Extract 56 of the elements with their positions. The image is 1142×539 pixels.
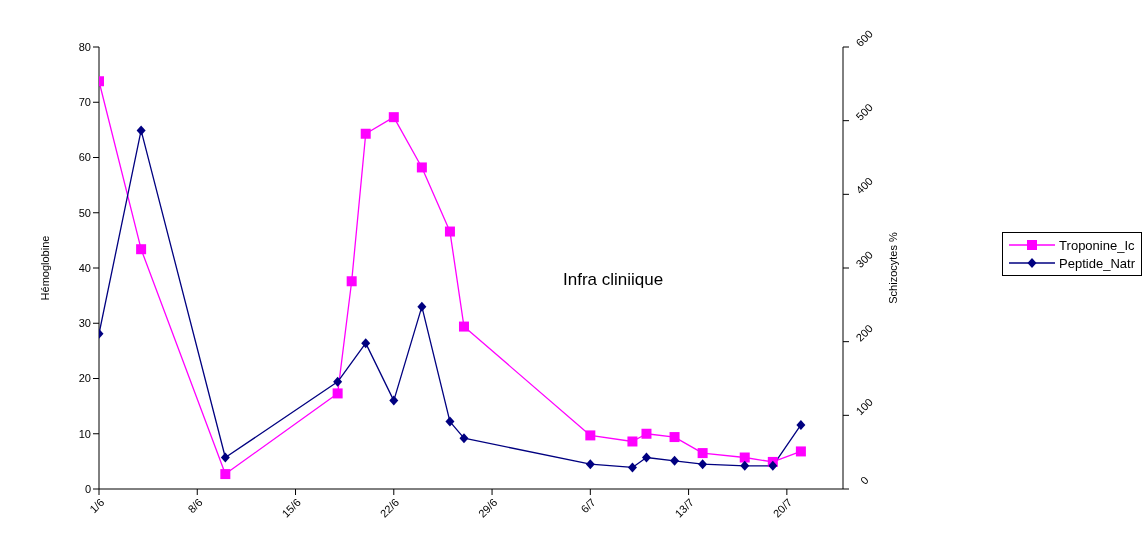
y-tick-label: 30: [78, 317, 91, 330]
point: [346, 276, 357, 287]
point: [641, 428, 652, 439]
point: [627, 462, 637, 473]
y2-tick-label: 300: [853, 248, 875, 270]
y2-tick-label: 100: [853, 395, 875, 418]
y-tick-label: 0: [84, 482, 91, 495]
y2-tick-label: 200: [853, 322, 875, 344]
point: [136, 244, 147, 255]
y-tick-label: 80: [78, 40, 91, 53]
y-tick-label: 20: [78, 372, 91, 385]
y2-tick-label: 600: [853, 27, 875, 49]
point: [333, 376, 343, 387]
y-tick-label: 70: [78, 96, 91, 109]
y2-tick-label: 0: [857, 473, 871, 487]
legend-label: Peptide_Natr: [1059, 255, 1135, 271]
legend-label: Troponine_Ic: [1059, 237, 1135, 253]
point: [795, 446, 806, 457]
annotation: Infra cliniique: [563, 270, 664, 290]
point: [740, 460, 750, 471]
point: [768, 460, 778, 471]
point: [445, 416, 455, 427]
point: [416, 162, 427, 173]
point: [361, 338, 371, 349]
point: [332, 388, 343, 399]
point: [389, 395, 399, 406]
y2-axis-title: Schizocytes %: [886, 232, 899, 304]
point: [458, 321, 469, 332]
y2-tick-label: 400: [853, 174, 875, 197]
y-tick-label: 60: [78, 151, 91, 164]
point: [796, 419, 806, 430]
y-tick-label: 10: [78, 427, 91, 440]
point: [136, 125, 146, 136]
point: [220, 469, 231, 480]
y-axis-title: Hémoglobine: [38, 235, 51, 301]
point: [698, 459, 708, 470]
y-tick-label: 40: [78, 261, 91, 274]
y2-tick-label: 500: [853, 101, 875, 123]
point: [669, 432, 680, 443]
point: [739, 452, 750, 463]
point: [670, 455, 680, 466]
point: [444, 226, 455, 237]
point: [459, 433, 469, 444]
x-tick-label: 8/6: [185, 495, 205, 516]
point: [585, 430, 596, 441]
point: [627, 436, 638, 447]
point: [388, 112, 399, 123]
point: [220, 452, 230, 463]
point: [417, 301, 427, 312]
point: [697, 448, 708, 459]
y-tick-label: 50: [78, 206, 91, 219]
point: [360, 128, 371, 139]
x-tick-label: 6/7: [578, 495, 598, 516]
point: [641, 452, 651, 463]
x-tick-label: 1/6: [87, 495, 107, 516]
point: [585, 459, 595, 470]
